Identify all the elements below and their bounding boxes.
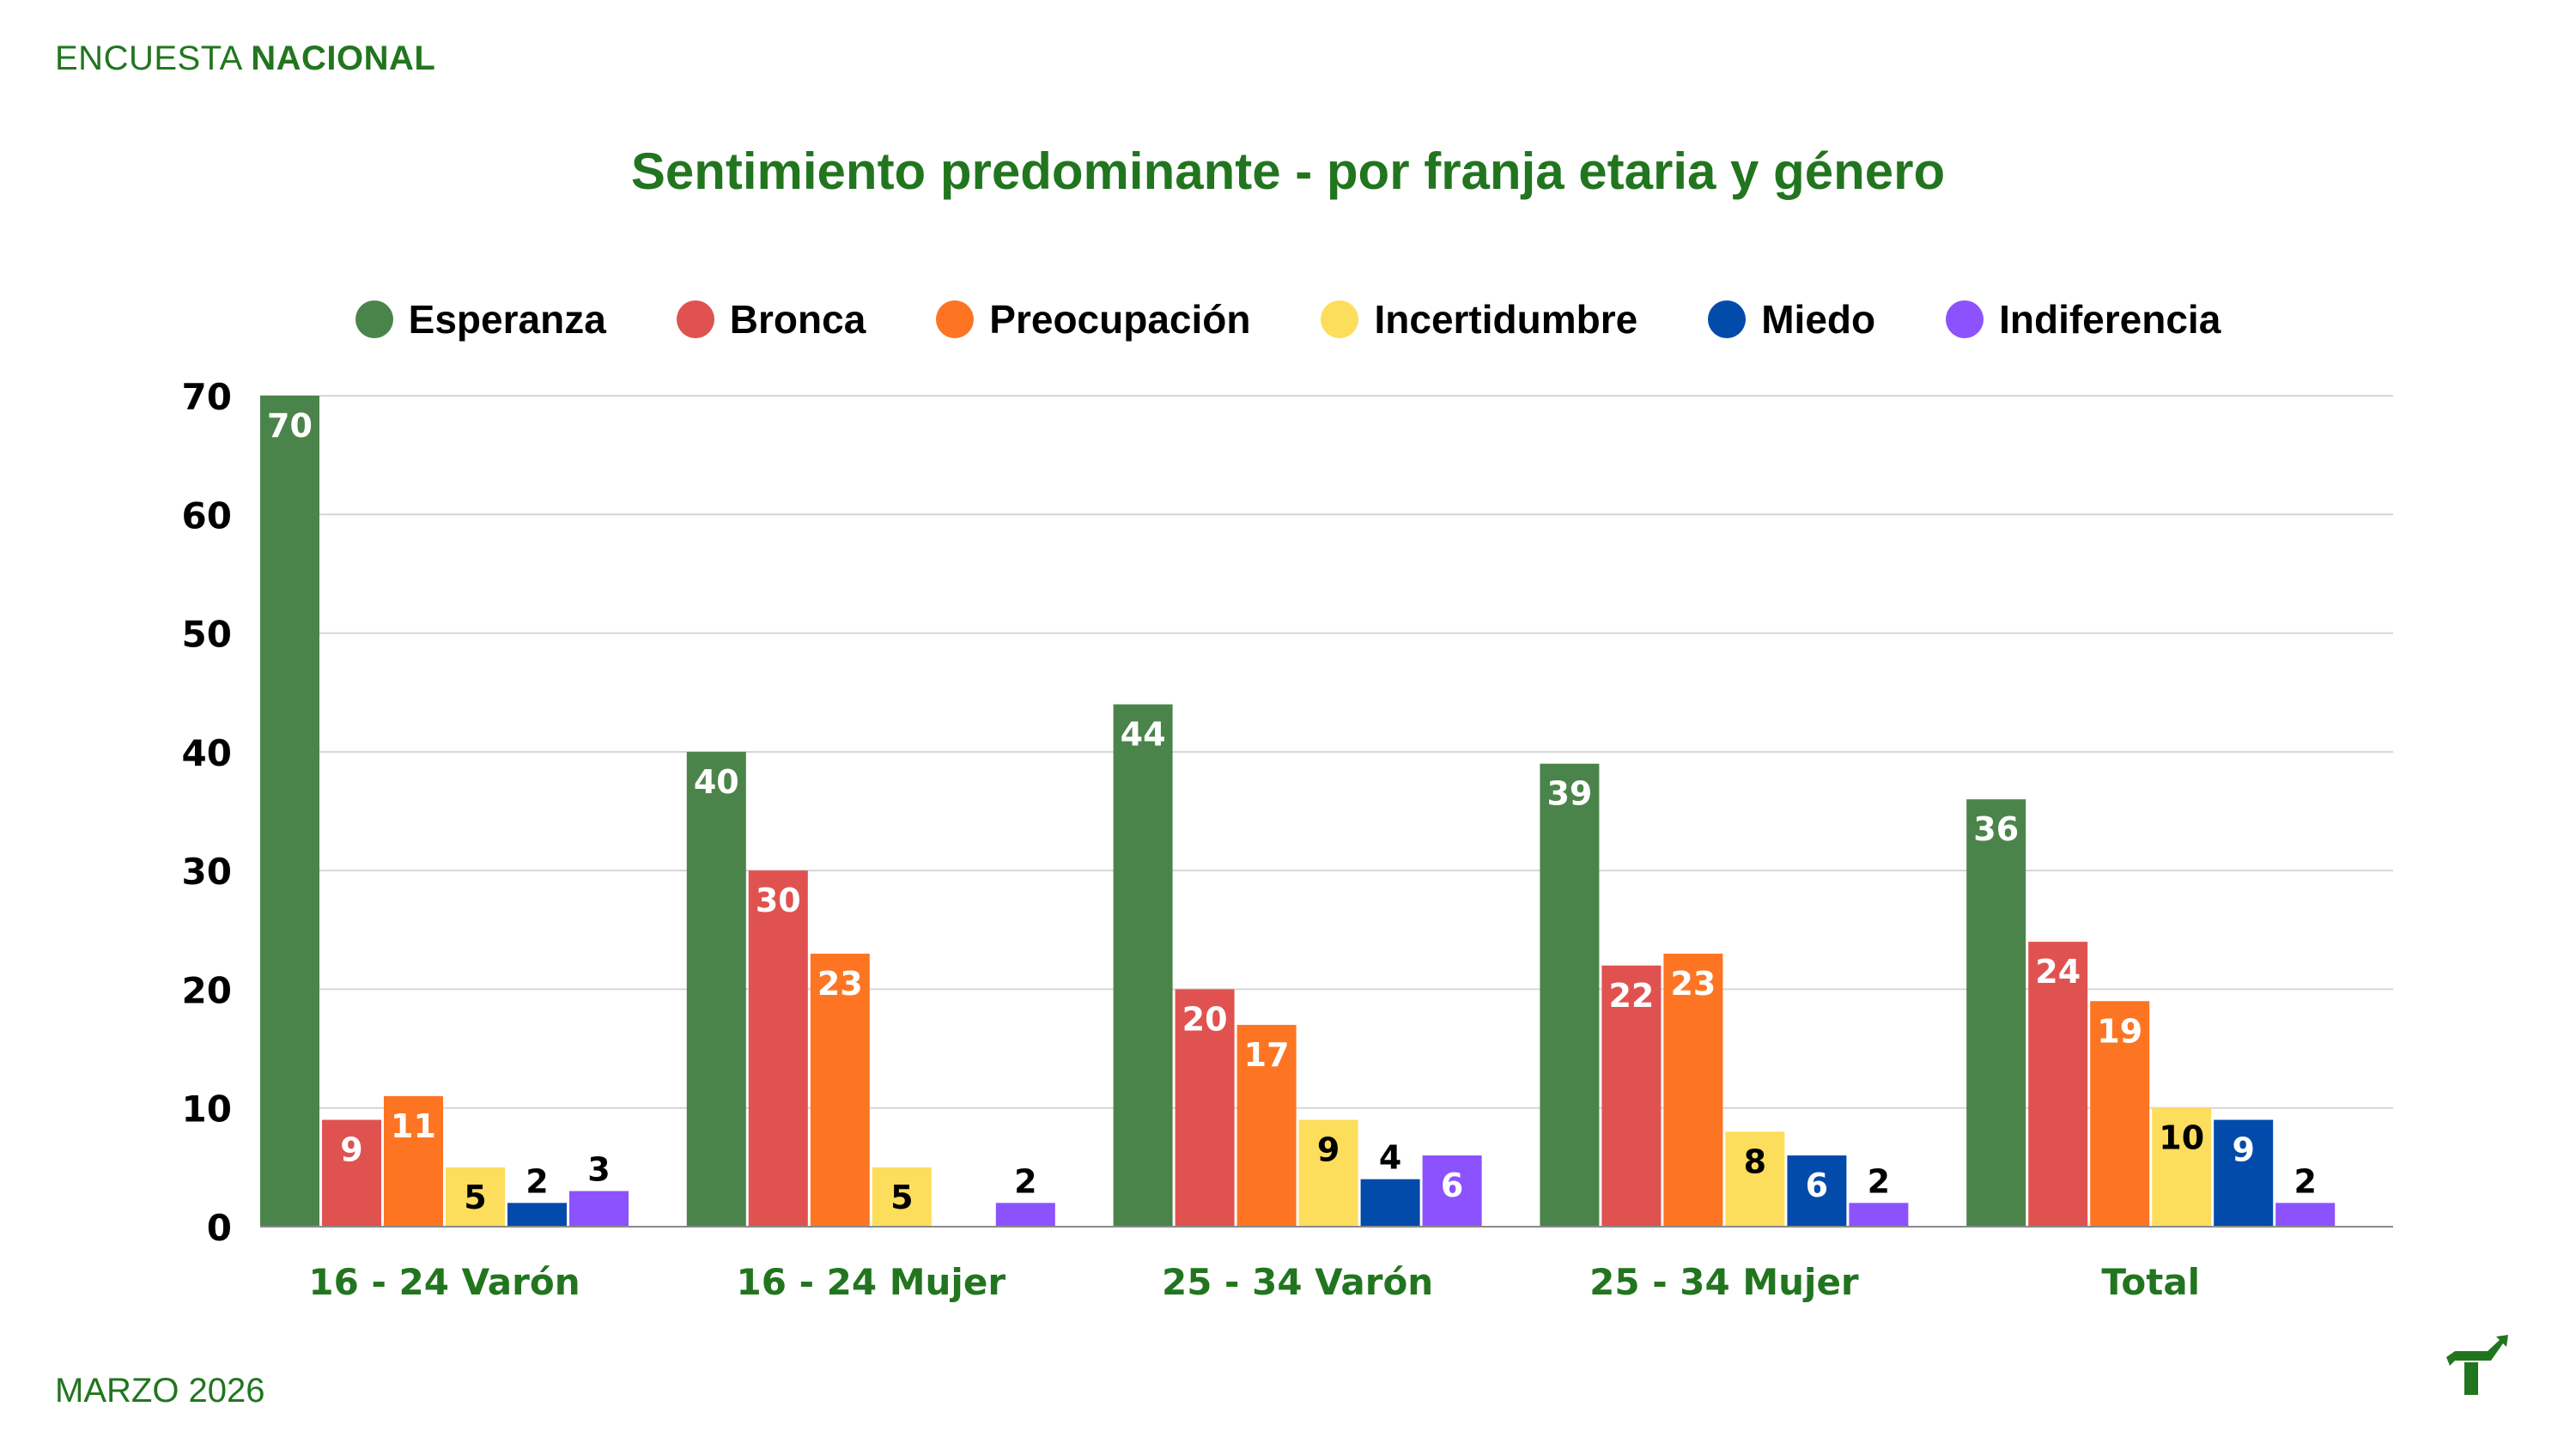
legend-swatch-icon: [1708, 300, 1747, 338]
legend-label: Indiferencia: [1999, 297, 2221, 342]
bar-value-label: 4: [1379, 1139, 1401, 1177]
bar-indiferencia: [1849, 1203, 1909, 1227]
x-category-label: 25 - 34 Varón: [1162, 1261, 1433, 1303]
bar-esperanza: [260, 396, 319, 1227]
bar-incertidumbre: [1298, 1119, 1358, 1227]
bar-bronca: [1601, 965, 1662, 1227]
legend-swatch-icon: [1321, 300, 1359, 338]
legend-item: Indiferencia: [1946, 296, 2221, 343]
chart-legend: Esperanza Bronca Preocupación Incertidumbre…: [0, 296, 2576, 343]
bar-esperanza: [1113, 704, 1173, 1227]
legend-label: Esperanza: [408, 297, 606, 342]
bar-indiferencia: [569, 1191, 629, 1227]
bar-esperanza: [1540, 763, 1600, 1227]
bar-value-label: 36: [1973, 810, 2019, 848]
bar-value-label: 30: [756, 882, 801, 919]
bar-miedo: [507, 1203, 567, 1227]
y-tick-label: 50: [182, 614, 232, 656]
bar-value-label: 20: [1182, 1000, 1228, 1038]
bar-indiferencia: [2275, 1203, 2336, 1227]
legend-swatch-icon: [1946, 300, 1984, 338]
bar-value-label: 40: [694, 763, 739, 801]
y-tick-label: 60: [182, 494, 232, 537]
bar-preocupación: [1236, 1024, 1297, 1227]
bar-preocupación: [384, 1095, 443, 1227]
bar-value-label: 2: [526, 1162, 548, 1200]
bar-preocupación: [1663, 953, 1723, 1227]
bar-bronca: [1175, 989, 1235, 1227]
footer-date: MARZO 2026: [55, 1372, 265, 1410]
bar-bronca: [2028, 942, 2088, 1227]
bar-indiferencia: [995, 1203, 1055, 1227]
bar-value-label: 9: [340, 1131, 362, 1169]
legend-item: Incertidumbre: [1321, 296, 1637, 343]
bar-miedo: [1787, 1155, 1847, 1227]
bar-bronca: [748, 870, 808, 1227]
bar-incertidumbre: [2152, 1107, 2212, 1227]
bar-value-label: 3: [587, 1151, 610, 1189]
bar-bronca: [322, 1119, 381, 1227]
x-category-label: 25 - 34 Mujer: [1589, 1261, 1859, 1303]
bar-value-label: 9: [1317, 1131, 1340, 1169]
bar-value-label: 70: [267, 407, 313, 445]
chart-title: Sentimiento predominante - por franja et…: [630, 142, 1946, 200]
bar-value-label: 9: [2232, 1131, 2254, 1169]
x-category-label: Total: [2101, 1261, 2200, 1303]
brand-light-text: ENCUESTA: [55, 39, 241, 77]
legend-label: Incertidumbre: [1374, 297, 1638, 342]
bar-value-label: 6: [1441, 1167, 1463, 1204]
bar-value-label: 11: [391, 1107, 436, 1145]
brand-bold-text: NACIONAL: [251, 39, 436, 77]
brand-header: ENCUESTA NACIONAL: [55, 39, 435, 78]
bar-value-label: 5: [464, 1179, 486, 1216]
bar-value-label: 5: [890, 1179, 913, 1216]
legend-label: Preocupación: [989, 297, 1251, 342]
legend-swatch-icon: [936, 300, 975, 338]
legend-label: Bronca: [729, 297, 866, 342]
bar-value-label: 39: [1546, 775, 1592, 813]
bar-incertidumbre: [446, 1167, 505, 1227]
y-tick-label: 70: [182, 376, 232, 418]
bar-incertidumbre: [872, 1167, 932, 1227]
bar-preocupación: [2090, 1001, 2150, 1227]
bar-value-label: 44: [1121, 716, 1166, 754]
bar-value-label: 10: [2159, 1119, 2204, 1157]
legend-item: Bronca: [676, 296, 866, 343]
legend-item: Preocupación: [936, 296, 1250, 343]
bar-value-label: 6: [1806, 1167, 1828, 1204]
bar-value-label: 8: [1744, 1143, 1766, 1180]
bar-value-label: 23: [1670, 965, 1716, 1003]
x-category-label: 16 - 24 Varón: [308, 1261, 580, 1303]
y-tick-label: 40: [182, 732, 232, 774]
trend-arrow-t-logo-icon: [2446, 1335, 2508, 1395]
bar-value-label: 17: [1244, 1036, 1290, 1074]
y-tick-label: 30: [182, 851, 232, 893]
legend-item: Miedo: [1708, 296, 1875, 343]
bar-indiferencia: [1422, 1155, 1482, 1227]
bar-miedo: [1360, 1179, 1420, 1227]
bar-esperanza: [686, 751, 746, 1227]
y-tick-label: 0: [207, 1207, 232, 1249]
bar-value-label: 23: [817, 965, 863, 1003]
legend-swatch-icon: [355, 300, 393, 338]
y-tick-label: 10: [182, 1088, 232, 1131]
legend-swatch-icon: [676, 300, 714, 338]
y-tick-label: 20: [182, 969, 232, 1011]
bar-value-label: 19: [2097, 1012, 2142, 1050]
bar-esperanza: [1966, 799, 2026, 1227]
bar-value-label: 2: [2293, 1162, 2316, 1200]
bar-value-label: 22: [1608, 977, 1654, 1015]
bar-incertidumbre: [1725, 1131, 1785, 1227]
x-category-label: 16 - 24 Mujer: [737, 1261, 1006, 1303]
bar-value-label: 24: [2035, 953, 2081, 991]
legend-label: Miedo: [1761, 297, 1876, 342]
bar-value-label: 2: [1868, 1162, 1890, 1200]
legend-item: Esperanza: [355, 296, 606, 343]
bar-preocupación: [810, 953, 870, 1227]
bar-miedo: [2214, 1119, 2274, 1227]
bar-value-label: 2: [1014, 1162, 1036, 1200]
